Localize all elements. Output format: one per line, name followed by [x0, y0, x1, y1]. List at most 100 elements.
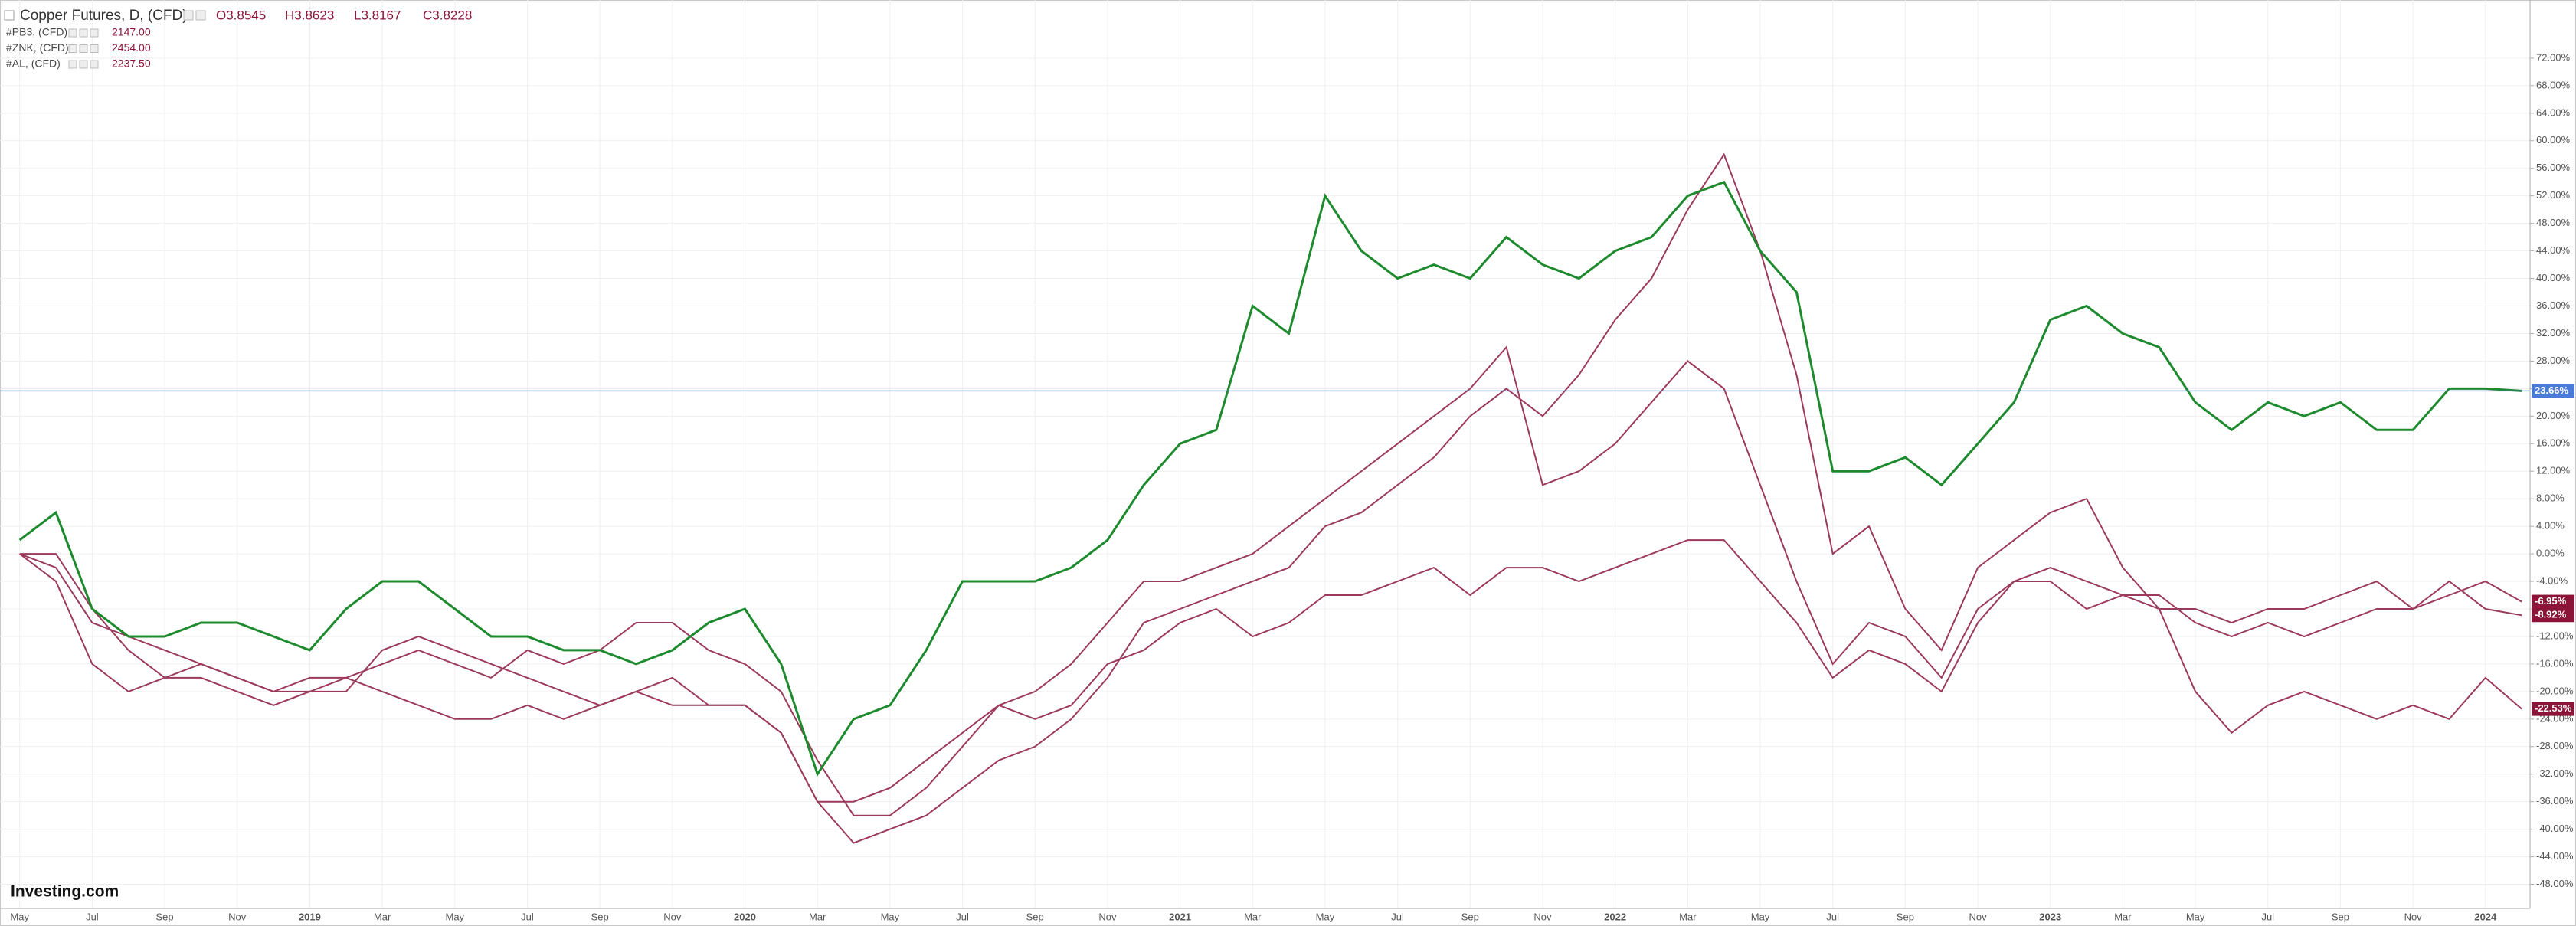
y-tick-label: -36.00% [2536, 795, 2574, 807]
icon [90, 28, 99, 38]
main-line [18, 180, 2522, 777]
last-price-label: -8.92% [2535, 609, 2567, 620]
y-tick-label: 44.00% [2536, 244, 2571, 256]
x-tick-label: Nov [663, 911, 682, 922]
legend-name: #ZNK, (CFD) [6, 41, 69, 54]
y-tick-label: 32.00% [2536, 327, 2571, 339]
x-tick-label: 2022 [1604, 911, 1626, 922]
x-tick-label: 2024 [2474, 911, 2497, 922]
icon [90, 44, 99, 53]
x-tick-label: Mar [1679, 911, 1697, 922]
ohlc: O3.8545 H3.8623 L3.8167 C3.8228 [216, 8, 472, 22]
y-tick-label: -16.00% [2536, 657, 2574, 669]
legend-title: Copper Futures, D, (CFD) [20, 8, 188, 24]
last-price-box [2532, 702, 2574, 716]
y-tick-label: -20.00% [2536, 685, 2574, 696]
x-tick-label: May [881, 911, 900, 922]
x-tick-label: 2020 [734, 911, 756, 922]
y-tick-label: 28.00% [2536, 355, 2571, 366]
x-tick-label: 2021 [1169, 911, 1191, 922]
y-tick-label: 52.00% [2536, 189, 2571, 201]
series-lines [0, 152, 2530, 844]
legend-name: #AL, (CFD) [6, 57, 61, 70]
legend-icons [183, 10, 206, 21]
legend: #PB3, (CFD) 2147.00 #ZNK, (CFD) 2454.00 #AL,… [6, 26, 151, 70]
x-tick-label: Sep [2332, 911, 2349, 922]
x-tick-label: May [445, 911, 464, 922]
compare-line [19, 539, 2522, 803]
y-tick-label: 8.00% [2536, 492, 2565, 504]
legend-name: #PB3, (CFD) [6, 26, 67, 38]
y-tick-label: 60.00% [2536, 134, 2571, 146]
brand: Investing.com [11, 883, 119, 901]
ohlc-value: H3.8623 [285, 8, 334, 22]
icon [68, 28, 77, 38]
y-tick-label: -28.00% [2536, 740, 2574, 751]
last-price-label: -6.95% [2535, 595, 2567, 607]
x-tick-label: Sep [1897, 911, 1914, 922]
x-tick-label: Nov [1098, 911, 1117, 922]
icon [90, 60, 99, 69]
y-tick-label: 0.00% [2536, 548, 2565, 559]
icon [68, 60, 77, 69]
icon[interactable] [195, 10, 206, 21]
x-tick-label: 2023 [2039, 911, 2061, 922]
x-tick-label: May [1316, 911, 1335, 922]
x-tick-label: May [2186, 911, 2205, 922]
x-tick-label: Sep [1026, 911, 1044, 922]
y-tick-label: 72.00% [2536, 51, 2571, 63]
last-price-box [2532, 594, 2574, 609]
x-tick-label: Jul [86, 911, 99, 922]
x-tick-label: Jul [1391, 911, 1404, 922]
y-tick-label: 16.00% [2536, 437, 2571, 449]
legend-price: 2147.00 [112, 26, 151, 38]
y-tick-label: 40.00% [2536, 272, 2571, 283]
last-price-label: 23.66% [2535, 384, 2569, 396]
x-tick-label: Mar [1244, 911, 1262, 922]
legend-price: 2237.50 [112, 57, 151, 70]
x-tick-label: May [1751, 911, 1770, 922]
y-tick-label: -40.00% [2536, 823, 2574, 834]
y-tick-label: 20.00% [2536, 410, 2571, 421]
x-tick-label: Sep [591, 911, 609, 922]
x-tick-label: Sep [1461, 911, 1479, 922]
y-tick-label: 56.00% [2536, 162, 2571, 173]
x-tick-label: 2019 [299, 911, 321, 922]
y-tick-label: -48.00% [2536, 878, 2574, 889]
x-tick-label: Nov [1969, 911, 1987, 922]
icon [79, 44, 88, 53]
x-tick-label: May [10, 911, 29, 922]
y-tick-label: -12.00% [2536, 630, 2574, 641]
compare-line [19, 152, 2522, 844]
icon[interactable] [183, 10, 194, 21]
x-tick-label: Sep [155, 911, 173, 922]
collapse-icon[interactable] [4, 10, 15, 21]
legend-price: 2454.00 [112, 41, 151, 54]
x-tick-label: Jul [1826, 911, 1839, 922]
x-tick-label: Nov [2404, 911, 2423, 922]
icon [79, 60, 88, 69]
y-tick-label: 36.00% [2536, 299, 2571, 311]
x-tick-label: Mar [2114, 911, 2132, 922]
last-price-box [2532, 384, 2574, 398]
y-tick-label: 64.00% [2536, 106, 2571, 118]
x-tick-label: Jul [521, 911, 534, 922]
x-tick-label: Nov [1533, 911, 1552, 922]
x-tick-label: Mar [374, 911, 391, 922]
y-tick-label: 4.00% [2536, 520, 2565, 532]
x-tick-label: Mar [809, 911, 826, 922]
x-tick-label: Jul [956, 911, 969, 922]
icon [79, 28, 88, 38]
icon [68, 44, 77, 53]
y-tick-label: -44.00% [2536, 850, 2574, 862]
x-tick-label: Jul [2261, 911, 2274, 922]
compare-line [19, 345, 2522, 816]
ohlc-value: O3.8545 [216, 8, 266, 22]
last-price-label: -22.53% [2535, 702, 2572, 714]
ohlc-value: C3.8228 [423, 8, 472, 22]
last-price-box [2532, 608, 2574, 623]
y-tick-label: 48.00% [2536, 217, 2571, 228]
x-tick-label: Nov [228, 911, 247, 922]
